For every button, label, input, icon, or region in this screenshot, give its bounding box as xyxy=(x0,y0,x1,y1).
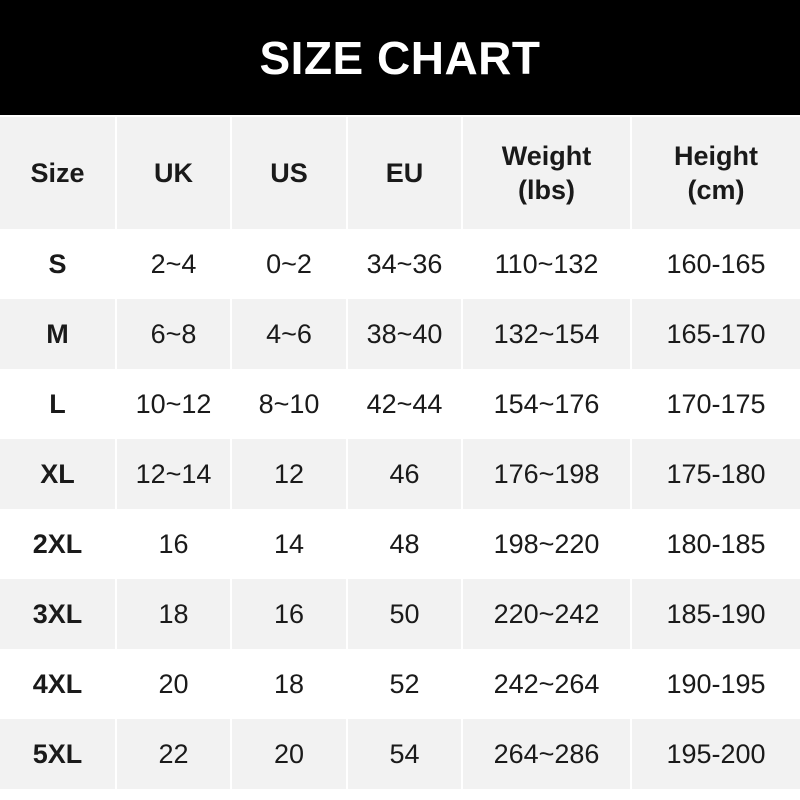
cell-uk: 6~8 xyxy=(117,299,232,369)
cell-height: 195-200 xyxy=(632,719,800,789)
table-row: S 2~4 0~2 34~36 110~132 160-165 xyxy=(0,229,800,299)
cell-height: 170-175 xyxy=(666,388,766,419)
cell-weight: 154~176 xyxy=(463,369,632,439)
table-row: 2XL 16 14 48 198~220 180-185 xyxy=(0,509,800,579)
cell-height: 180-185 xyxy=(666,528,766,559)
cell-weight: 110~132 xyxy=(463,229,632,299)
cell-size: L xyxy=(0,369,117,439)
header-height: Height (cm) xyxy=(632,117,800,229)
cell-uk: 12~14 xyxy=(117,439,232,509)
cell-uk: 22 xyxy=(117,719,232,789)
cell-us: 4~6 xyxy=(232,299,348,369)
cell-size: 5XL xyxy=(0,719,117,789)
cell-weight: 264~286 xyxy=(463,719,632,789)
cell-uk: 16 xyxy=(117,509,232,579)
table-row: 5XL 22 20 54 264~286 195-200 xyxy=(0,719,800,789)
cell-uk: 18 xyxy=(117,579,232,649)
cell-us: 14 xyxy=(232,509,348,579)
cell-eu: 54 xyxy=(348,719,463,789)
header-unit: (lbs) xyxy=(518,175,575,205)
cell-us: 18 xyxy=(232,649,348,719)
header-label: UK xyxy=(154,158,193,188)
cell-height: 160-165 xyxy=(666,248,766,279)
cell-eu: 52 xyxy=(348,649,463,719)
size-chart-table: Size UK US EU Weight (lbs) Height (cm) S 2~4 0~2 3… xyxy=(0,117,800,789)
cell-size: 4XL xyxy=(0,649,117,719)
header-label: Weight xyxy=(501,141,592,171)
cell-uk: 10~12 xyxy=(117,369,232,439)
cell-height: 185-190 xyxy=(632,579,800,649)
cell-uk: 2~4 xyxy=(117,229,232,299)
cell-eu: 46 xyxy=(348,439,463,509)
header-us: US xyxy=(232,117,348,229)
cell-us: 0~2 xyxy=(232,229,348,299)
cell-weight: 242~264 xyxy=(463,649,632,719)
cell-height: 165-170 xyxy=(632,299,800,369)
header-size: Size xyxy=(0,117,117,229)
cell-size: 3XL xyxy=(0,579,117,649)
title-bar: SIZE CHART xyxy=(0,0,800,115)
cell-eu: 42~44 xyxy=(348,369,463,439)
header-uk: UK xyxy=(117,117,232,229)
cell-size: S xyxy=(0,229,117,299)
header-label: Size xyxy=(30,158,85,188)
table-row: L 10~12 8~10 42~44 154~176 170-175 xyxy=(0,369,800,439)
table-row: 4XL 20 18 52 242~264 190-195 xyxy=(0,649,800,719)
cell-eu: 38~40 xyxy=(348,299,463,369)
header-eu: EU xyxy=(348,117,463,229)
cell-weight: 176~198 xyxy=(463,439,632,509)
header-unit: (cm) xyxy=(687,175,745,205)
header-weight: Weight (lbs) xyxy=(463,117,632,229)
table-row: XL 12~14 12 46 176~198 175-180 xyxy=(0,439,800,509)
cell-size: M xyxy=(0,299,117,369)
header-label: US xyxy=(270,158,308,188)
cell-size: 2XL xyxy=(0,509,117,579)
cell-us: 20 xyxy=(232,719,348,789)
header-row: Size UK US EU Weight (lbs) Height (cm) xyxy=(0,117,800,229)
cell-us: 16 xyxy=(232,579,348,649)
table-row: 3XL 18 16 50 220~242 185-190 xyxy=(0,579,800,649)
cell-us: 8~10 xyxy=(232,369,348,439)
cell-height: 175-180 xyxy=(632,439,800,509)
header-label: EU xyxy=(385,158,424,188)
table-body: S 2~4 0~2 34~36 110~132 160-165 M 6~8 4~6 38~40 13… xyxy=(0,229,800,789)
cell-weight: 132~154 xyxy=(463,299,632,369)
cell-eu: 50 xyxy=(348,579,463,649)
page-title: SIZE CHART xyxy=(259,31,541,84)
cell-eu: 34~36 xyxy=(348,229,463,299)
cell-weight: 198~220 xyxy=(463,509,632,579)
header-label: Height xyxy=(674,141,758,171)
cell-weight: 220~242 xyxy=(463,579,632,649)
table-row: M 6~8 4~6 38~40 132~154 165-170 xyxy=(0,299,800,369)
cell-eu: 48 xyxy=(348,509,463,579)
cell-height: 190-195 xyxy=(666,668,766,699)
cell-uk: 20 xyxy=(117,649,232,719)
cell-size: XL xyxy=(0,439,117,509)
cell-us: 12 xyxy=(232,439,348,509)
